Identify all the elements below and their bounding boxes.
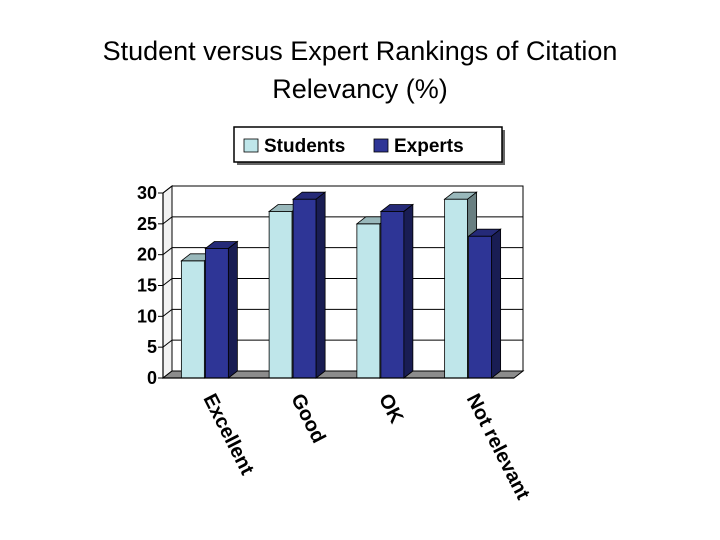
legend-label-students: Students: [264, 136, 345, 157]
legend-label-experts: Experts: [394, 136, 464, 157]
chart-title-line2: Relevancy (%): [272, 74, 448, 104]
chart-title-line1: Student versus Expert Rankings of Citati…: [102, 36, 618, 66]
bar-side-experts: [403, 203, 414, 379]
bar-students: [180, 260, 205, 379]
gridline-side: [162, 339, 173, 348]
y-tick-label: 30: [137, 183, 157, 203]
bar-students: [356, 223, 381, 379]
chart-title: Student versus Expert Rankings of Citati…: [40, 32, 680, 108]
legend-swatch-experts: [373, 138, 389, 153]
bar-students: [268, 211, 293, 379]
gridline-side: [162, 185, 173, 194]
y-tick-label: 5: [147, 337, 157, 357]
bar-side-experts: [491, 228, 502, 379]
y-tick-label: 0: [147, 368, 157, 388]
bar-side-experts: [315, 191, 326, 379]
x-tick-label: Excellent: [199, 390, 259, 479]
bar-students: [444, 198, 469, 379]
y-tick-label: 25: [137, 214, 157, 234]
bar-experts: [204, 248, 229, 379]
legend: [233, 126, 503, 163]
gridline-side: [162, 308, 173, 317]
y-tick-label: 10: [137, 306, 157, 326]
legend-swatch-students: [243, 138, 259, 153]
x-tick-label: Good: [286, 390, 329, 447]
gridline-side: [162, 247, 173, 256]
bar-side-experts: [227, 240, 238, 379]
y-tick-label: 20: [137, 245, 157, 265]
x-tick-label: OK: [374, 390, 407, 427]
y-tick-label: 15: [137, 276, 157, 296]
bar-experts: [468, 235, 493, 379]
gridline-side: [162, 216, 173, 225]
x-tick-label: Not relevant: [462, 390, 534, 503]
bar-experts: [292, 198, 317, 379]
gridline-side: [162, 278, 173, 286]
bar-experts: [380, 211, 405, 379]
